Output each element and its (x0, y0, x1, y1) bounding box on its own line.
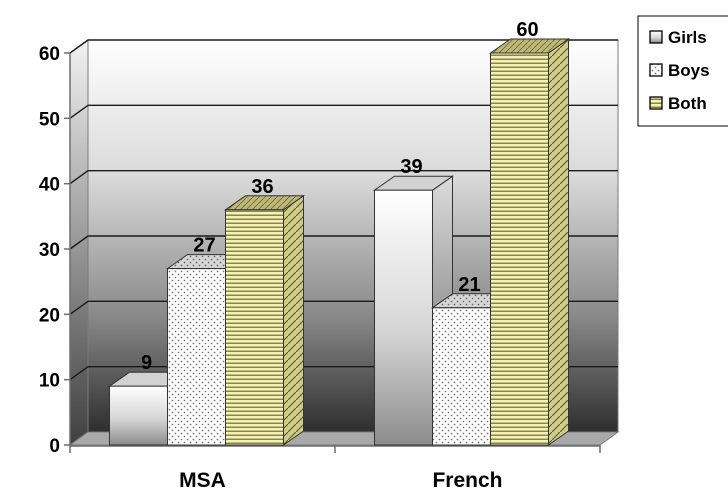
y-tick-label: 40 (39, 175, 60, 196)
gridline (69, 169, 618, 185)
bar-front (167, 268, 226, 446)
x-category-label: MSA (179, 469, 226, 492)
legend-swatch-girls (649, 30, 663, 44)
bar-front (432, 307, 491, 446)
y-tick-label: 60 (39, 44, 60, 65)
bar-side (283, 194, 304, 446)
y-tick-label: 0 (49, 436, 60, 457)
bar-side (548, 38, 569, 446)
gridline (69, 104, 618, 119)
bar-front (225, 209, 284, 446)
legend-label-both: Both (668, 94, 707, 113)
y-tick-label: 20 (39, 305, 60, 326)
legend-swatch-both (649, 96, 663, 110)
data-label: 9 (141, 352, 152, 374)
x-category-label: French (432, 469, 502, 492)
legend-swatch-boys (649, 63, 663, 77)
x-axis-labels: MSA French (179, 469, 502, 492)
bars: 9 27 36 39 21 60 (107, 19, 571, 446)
bar-front (490, 52, 549, 446)
gridline (69, 39, 618, 54)
bar-front (109, 385, 168, 446)
y-tick-label: 10 (39, 371, 60, 392)
bar-front (374, 189, 433, 446)
y-tick-label: 50 (39, 109, 60, 130)
data-label: 21 (458, 274, 480, 296)
data-label: 60 (516, 19, 538, 41)
legend: Girls Boys Both (637, 15, 728, 127)
bar-both-msa: 36 (223, 176, 306, 446)
legend-label-boys: Boys (668, 61, 710, 80)
y-tick-label: 30 (39, 240, 60, 261)
data-label: 27 (193, 235, 215, 257)
bar-both-french: 60 (488, 19, 571, 446)
legend-label-girls: Girls (668, 28, 707, 47)
data-label: 39 (400, 156, 422, 178)
data-label: 36 (251, 176, 273, 198)
y-axis-ticks: 0 10 20 30 40 50 60 (39, 44, 70, 457)
